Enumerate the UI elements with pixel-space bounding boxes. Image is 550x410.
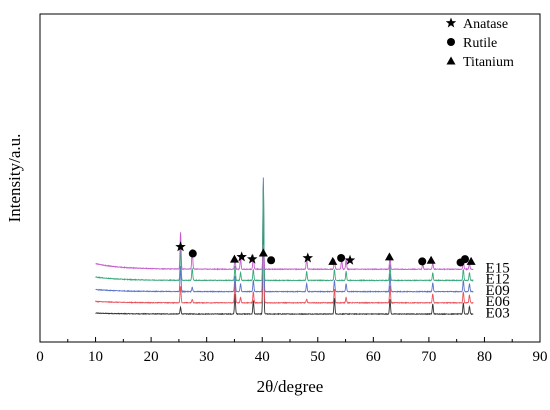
series-line-e12 [95, 184, 474, 282]
peak-triangle-marker [328, 256, 338, 265]
x-tick-label: 50 [310, 349, 325, 365]
legend-triangle-icon [446, 56, 456, 65]
peak-star-marker [302, 252, 314, 263]
x-tick-label: 30 [199, 349, 214, 365]
peak-triangle-marker [384, 252, 394, 261]
peak-star-marker [236, 251, 247, 262]
legend-star-icon [445, 17, 457, 28]
peak-star-marker [175, 241, 186, 252]
series-line-e15 [95, 232, 474, 271]
x-tick-label: 20 [144, 349, 159, 365]
x-tick-label: 0 [36, 349, 44, 365]
series-line-e06 [95, 186, 474, 305]
peak-circle-marker [337, 254, 346, 262]
peak-star-marker [344, 254, 356, 265]
x-tick-label: 80 [477, 349, 492, 365]
x-axis-label: 2θ/degree [257, 377, 324, 396]
ticks-layer: 0 10 20 30 40 50 60 70 80 90 [36, 337, 548, 365]
peak-circle-marker [188, 249, 197, 258]
series-label-e03: E03 [486, 305, 510, 321]
legend-label-rutile: Rutile [463, 36, 497, 51]
peak-triangle-marker [466, 256, 476, 265]
peak-star-marker [246, 253, 258, 264]
series-label-e09: E09 [486, 283, 510, 299]
series-line-e09 [95, 177, 474, 294]
peak-triangle-marker [258, 248, 268, 257]
x-tick-label: 90 [533, 349, 548, 365]
y-axis-label: Intensity/a.u. [5, 134, 24, 223]
peak-triangle-marker [426, 255, 436, 264]
x-tick-label: 40 [255, 349, 270, 365]
x-tick-label: 60 [366, 349, 381, 365]
peak-circle-marker [267, 256, 276, 265]
legend-circle-icon [447, 38, 455, 46]
peak-triangle-marker [229, 254, 239, 263]
series-label-e06: E06 [486, 294, 511, 310]
legend-label-titanium: Titanium [463, 55, 514, 70]
series-label-e12: E12 [486, 272, 510, 288]
peak-circle-marker [461, 255, 469, 264]
annotation-layer [175, 241, 476, 267]
x-tick-label: 70 [421, 349, 436, 365]
peak-circle-marker [418, 257, 427, 266]
legend-label-anatase: Anatase [463, 17, 508, 32]
x-tick-label: 10 [88, 349, 103, 365]
series-line-e03 [95, 206, 474, 316]
legend: Anatase Rutile Titanium [445, 17, 514, 70]
series-label-e15: E15 [486, 261, 510, 277]
